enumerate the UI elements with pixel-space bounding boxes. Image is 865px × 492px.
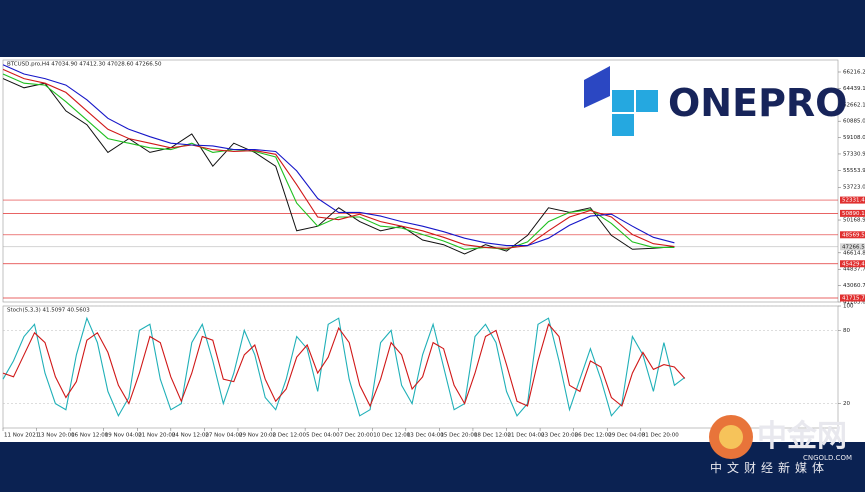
onepro-logo: ONEPRO — [584, 66, 847, 136]
level-label: 48569.57 — [842, 232, 865, 238]
level-tag — [840, 196, 865, 204]
x-tick-label: 23 Dec 20:00 — [541, 433, 578, 439]
x-tick-label: 15 Dec 20:00 — [440, 433, 477, 439]
series-line — [2, 323, 686, 408]
y-tick-label: 100 — [843, 304, 854, 310]
logo-shape — [612, 90, 634, 112]
y-tick-label: 55553.90 — [843, 168, 865, 174]
x-tick-label: 11 Nov 2021 — [4, 433, 39, 439]
x-tick-label: 29 Dec 04:00 — [608, 433, 645, 439]
y-tick-label: 50168.90 — [843, 218, 865, 224]
y-tick-label: 62662.10 — [843, 102, 865, 108]
level-label: 41715.74 — [842, 296, 865, 302]
y-tick-label: 43060.70 — [843, 283, 865, 289]
level-tag — [840, 294, 865, 302]
y-tick-label: 20 — [843, 401, 850, 407]
level-tag — [840, 260, 865, 268]
y-tick-label: 53723.00 — [843, 185, 865, 191]
x-tick-label: 7 Dec 20:00 — [340, 433, 374, 439]
x-tick-label: 31 Dec 20:00 — [642, 433, 679, 439]
y-tick-label: 46614.80 — [843, 250, 865, 256]
x-tick-label: 5 Dec 04:00 — [306, 433, 340, 439]
site-name: 中金网 — [757, 419, 847, 454]
logo-shape — [584, 66, 610, 108]
level-label: 52331.40 — [842, 198, 865, 204]
logo-shape — [636, 90, 658, 112]
cngold-logo: 中金网 CNGOLD.COM 中文财经新媒体 — [709, 415, 852, 475]
logo-shape — [612, 114, 634, 136]
x-tick-label: 10 Dec 12:00 — [373, 433, 410, 439]
y-tick-label: 64439.15 — [843, 86, 865, 92]
chart-title: Stoch(5,3,3) 41.5097 40.5603 — [7, 308, 90, 314]
x-tick-label: 27 Nov 04:00 — [205, 433, 243, 439]
y-tick-label: 80 — [843, 328, 850, 334]
level-label: 50890.11 — [842, 211, 865, 217]
y-tick-label: 57330.95 — [843, 151, 865, 157]
y-tick-label: 44837.75 — [843, 267, 865, 273]
x-tick-label: 21 Nov 20:00 — [138, 433, 176, 439]
slogan: 中文财经新媒体 — [710, 460, 829, 475]
series-line — [2, 64, 675, 247]
x-tick-label: 21 Dec 04:00 — [508, 433, 545, 439]
logo-circle — [719, 425, 743, 449]
x-tick-label: 2 Dec 12:00 — [273, 433, 307, 439]
y-tick-label: 60885.05 — [843, 119, 865, 125]
level-tag — [840, 209, 865, 217]
x-tick-label: 18 Dec 12:00 — [474, 433, 511, 439]
chart-area — [0, 57, 865, 442]
price-panel — [2, 59, 839, 303]
x-tick-label: 13 Nov 20:00 — [38, 433, 76, 439]
y-tick-label: 59108.00 — [843, 135, 865, 141]
logo-text: ONEPRO — [668, 81, 847, 125]
level-tag — [840, 231, 865, 239]
series-line — [2, 68, 675, 249]
series-line — [2, 73, 675, 250]
x-tick-label: 19 Nov 04:00 — [105, 433, 143, 439]
site-url: CNGOLD.COM — [803, 454, 852, 462]
x-tick-label: 29 Nov 20:00 — [239, 433, 277, 439]
y-tick-label: 41283.65 — [843, 300, 865, 306]
series-line — [2, 78, 675, 255]
plot: BTCUSD.pro,H4 47034.90 47412.30 47028.60… — [2, 62, 865, 439]
last-price-label: 47266.50 — [842, 244, 865, 250]
y-tick-label: 66216.20 — [843, 69, 865, 75]
x-tick-label: 13 Dec 04:00 — [407, 433, 444, 439]
last-price-tag — [840, 243, 865, 251]
chart-title: BTCUSD.pro,H4 47034.90 47412.30 47028.60… — [7, 62, 162, 68]
x-tick-label: 26 Dec 12:00 — [575, 433, 612, 439]
level-label: 45429.47 — [842, 261, 865, 267]
x-tick-label: 16 Nov 12:00 — [71, 433, 109, 439]
series-line — [2, 316, 686, 418]
x-tick-label: 24 Nov 12:00 — [172, 433, 210, 439]
